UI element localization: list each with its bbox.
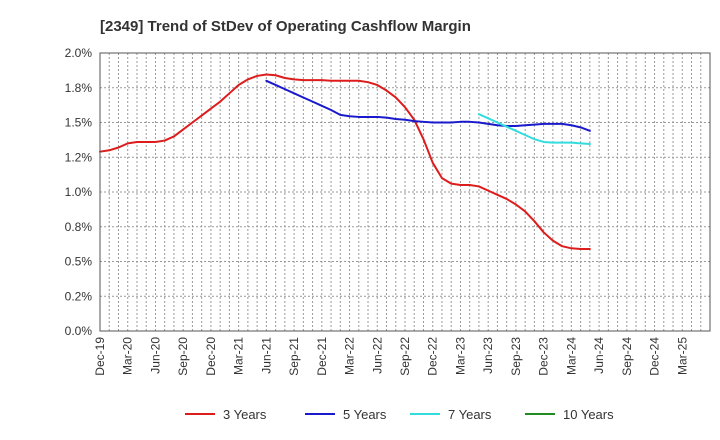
y-tick-label: 1.8%	[65, 81, 93, 95]
x-tick-label: Dec-20	[204, 337, 218, 376]
x-tick-label: Mar-20	[121, 337, 135, 375]
x-tick-label: Dec-22	[426, 337, 440, 376]
y-tick-label: 1.2%	[65, 150, 93, 164]
x-tick-label: Jun-24	[592, 337, 606, 374]
x-tick-label: Dec-24	[648, 337, 662, 376]
x-tick-label: Mar-25	[675, 337, 689, 375]
x-tick-label: Mar-21	[232, 337, 246, 375]
x-tick-label: Sep-23	[509, 337, 523, 376]
x-tick-label: Mar-22	[343, 337, 357, 375]
series-line-3-years	[99, 73, 591, 250]
x-tick-label: Jun-23	[481, 337, 495, 374]
x-tick-label: Jun-22	[370, 337, 384, 374]
legend-label: 10 Years	[563, 407, 614, 422]
y-tick-label: 1.5%	[65, 116, 93, 130]
legend-label: 7 Years	[448, 407, 492, 422]
x-axis: Dec-19 Mar-20 Jun-20 Sep-20 Dec-20 Mar-21 Jun-…	[93, 337, 689, 376]
x-tick-label: Sep-22	[398, 337, 412, 376]
chart-title: [2349] Trend of StDev of Operating Cashf…	[100, 18, 471, 35]
series-line-5-years	[265, 79, 591, 132]
y-axis: 0.0% 0.2% 0.5% 0.8% 1.0% 1.2% 1.5% 1.8% 2.0%	[65, 46, 93, 338]
y-tick-label: 0.5%	[65, 255, 93, 269]
plot-border	[99, 52, 711, 332]
legend-label: 3 Years	[223, 407, 267, 422]
y-tick-label: 0.2%	[65, 289, 93, 303]
series-line-7-years	[477, 113, 591, 146]
y-tick-label: 1.0%	[65, 185, 93, 199]
x-tick-label: Mar-23	[453, 337, 467, 375]
legend: 3 Years 5 Years 7 Years 10 Years	[185, 407, 614, 422]
x-tick-label: Mar-24	[564, 337, 578, 375]
x-tick-label: Jun-21	[259, 337, 273, 374]
x-tick-label: Sep-21	[287, 337, 301, 376]
y-tick-label: 0.8%	[65, 220, 93, 234]
x-tick-label: Sep-20	[176, 337, 190, 376]
x-tick-label: Jun-20	[148, 337, 162, 374]
legend-label: 5 Years	[343, 407, 387, 422]
x-tick-label: Dec-23	[537, 337, 551, 376]
x-tick-label: Dec-21	[315, 337, 329, 376]
y-tick-label: 2.0%	[65, 46, 93, 60]
x-tick-label: Dec-19	[93, 337, 107, 376]
x-tick-label: Sep-24	[620, 337, 634, 376]
series-lines	[99, 73, 591, 250]
y-tick-label: 0.0%	[65, 324, 93, 338]
